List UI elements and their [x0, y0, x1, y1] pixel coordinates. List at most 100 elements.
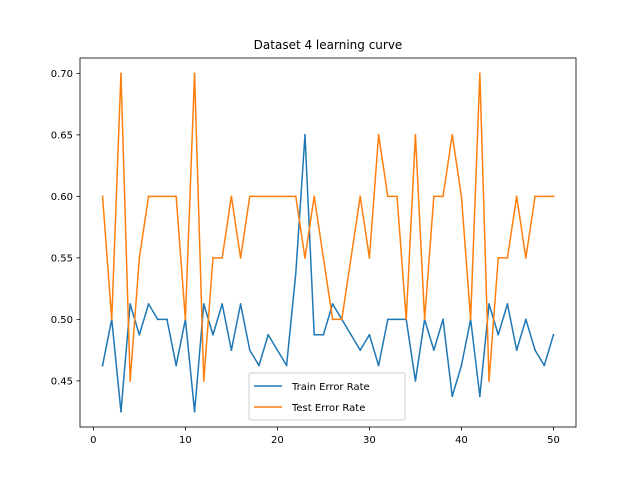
- legend-label-test: Test Error Rate: [291, 403, 365, 414]
- legend-label-train: Train Error Rate: [291, 382, 370, 393]
- data-point-0-25: [331, 303, 334, 305]
- axes-frame: [79, 57, 577, 428]
- series-line-0: [101, 134, 555, 413]
- data-point-1-2: [120, 72, 122, 75]
- data-point-0-22: [304, 133, 306, 136]
- data-point-1-0: [101, 195, 104, 198]
- data-point-1-40: [469, 318, 472, 321]
- data-point-1-26: [340, 318, 343, 321]
- data-point-0-36: [432, 349, 435, 352]
- data-point-0-39: [460, 364, 463, 367]
- data-point-1-12: [212, 256, 214, 259]
- data-point-1-4: [138, 256, 141, 259]
- data-point-0-18: [267, 333, 270, 336]
- data-point-1-44: [506, 256, 509, 259]
- data-point-1-32: [396, 195, 398, 198]
- data-point-0-49: [552, 333, 555, 336]
- chart-title: Dataset 4 learning curve: [254, 38, 403, 52]
- series-line-1: [101, 72, 555, 382]
- data-point-0-17: [258, 364, 260, 367]
- data-point-1-48: [543, 195, 546, 198]
- data-point-1-29: [368, 256, 371, 259]
- data-point-1-45: [515, 195, 518, 198]
- data-point-1-30: [377, 133, 380, 136]
- data-point-0-6: [156, 318, 159, 321]
- data-point-1-23: [313, 195, 316, 198]
- data-point-0-48: [543, 364, 546, 367]
- data-point-0-24: [322, 333, 325, 336]
- data-point-0-15: [239, 303, 242, 305]
- data-point-1-49: [552, 195, 555, 198]
- data-point-1-42: [488, 379, 490, 382]
- x-tick-label-3: 30: [363, 435, 376, 446]
- legend: Train Error Rate Test Error Rate: [248, 372, 406, 421]
- data-point-1-22: [304, 256, 306, 259]
- data-point-1-7: [166, 195, 168, 198]
- data-point-1-6: [156, 195, 159, 198]
- data-point-1-9: [184, 318, 187, 321]
- data-point-1-37: [442, 195, 444, 198]
- data-point-1-27: [350, 256, 352, 259]
- data-point-0-38: [451, 395, 454, 398]
- data-point-1-14: [230, 195, 233, 198]
- y-tick-label-1: 0.50: [51, 315, 73, 326]
- data-point-1-41: [478, 72, 481, 75]
- data-point-0-43: [497, 333, 500, 336]
- data-point-0-23: [313, 333, 316, 336]
- data-point-1-17: [258, 195, 260, 198]
- data-point-0-37: [442, 318, 444, 321]
- data-point-1-24: [322, 256, 325, 259]
- data-point-0-34: [414, 379, 417, 382]
- data-point-0-16: [248, 349, 251, 352]
- data-point-1-15: [239, 256, 242, 259]
- data-point-1-36: [432, 195, 435, 198]
- data-point-1-19: [276, 195, 279, 198]
- data-point-1-10: [193, 72, 196, 75]
- legend-box: [248, 372, 406, 421]
- data-point-0-20: [285, 364, 288, 367]
- data-point-0-47: [534, 349, 536, 352]
- data-point-0-2: [120, 410, 122, 413]
- data-point-0-42: [488, 303, 490, 305]
- data-point-1-16: [248, 195, 251, 198]
- data-point-0-8: [175, 364, 178, 367]
- data-point-1-31: [386, 195, 389, 198]
- data-point-0-0: [101, 364, 104, 367]
- data-point-0-29: [368, 333, 371, 336]
- data-point-0-45: [515, 349, 518, 352]
- x-tick-label-1: 10: [179, 435, 192, 446]
- data-point-0-11: [202, 303, 205, 305]
- x-tick-label-5: 50: [547, 435, 560, 446]
- y-tick-label-0: 0.45: [51, 376, 73, 387]
- data-point-1-21: [294, 195, 297, 198]
- data-point-0-14: [230, 349, 233, 352]
- data-point-1-28: [359, 195, 362, 198]
- data-point-0-5: [147, 303, 150, 305]
- data-point-0-31: [386, 318, 389, 321]
- data-point-1-39: [460, 195, 463, 198]
- data-point-1-8: [175, 195, 178, 198]
- data-point-0-19: [276, 349, 279, 352]
- data-point-0-12: [212, 333, 214, 336]
- data-point-0-46: [524, 318, 527, 321]
- y-tick-label-5: 0.70: [51, 69, 73, 80]
- data-point-1-1: [110, 318, 113, 321]
- data-point-1-46: [524, 256, 527, 259]
- data-point-0-28: [359, 349, 362, 352]
- x-tick-label-4: 40: [455, 435, 468, 446]
- data-point-1-25: [331, 318, 334, 321]
- plot-area: [80, 58, 576, 427]
- data-point-1-20: [285, 195, 288, 198]
- data-point-1-35: [423, 318, 426, 321]
- data-point-0-41: [478, 395, 481, 398]
- data-point-1-11: [202, 379, 205, 382]
- y-tick-label-2: 0.55: [51, 253, 73, 264]
- series-layer: [101, 72, 555, 413]
- data-point-1-13: [221, 256, 224, 259]
- data-point-0-7: [166, 318, 168, 321]
- data-point-1-43: [497, 256, 500, 259]
- data-point-1-47: [534, 195, 536, 198]
- data-point-1-3: [129, 379, 132, 382]
- x-tick-label-2: 20: [271, 435, 284, 446]
